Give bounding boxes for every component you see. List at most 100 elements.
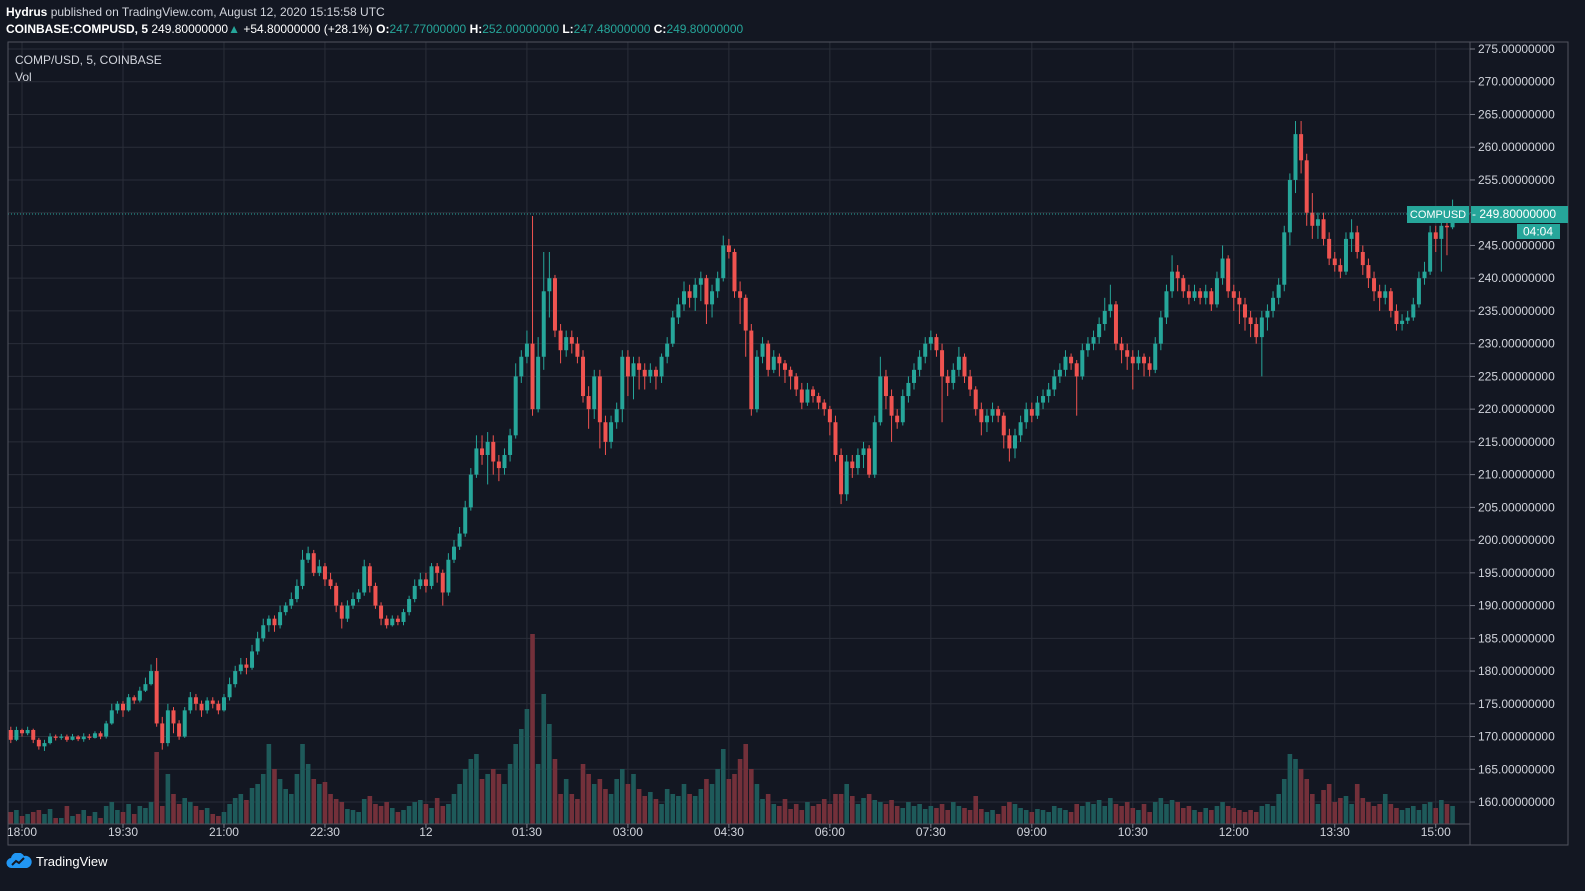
candle-up[interactable]	[474, 435, 479, 478]
candle-up[interactable]	[278, 605, 283, 629]
candle-up[interactable]	[109, 703, 114, 725]
candle-up[interactable]	[255, 631, 260, 655]
candle-up[interactable]	[1203, 284, 1208, 305]
candle-down[interactable]	[749, 324, 754, 416]
candle-down[interactable]	[1069, 353, 1074, 370]
candle-down[interactable]	[440, 569, 445, 606]
candle-up[interactable]	[670, 310, 675, 347]
candle-down[interactable]	[839, 448, 844, 505]
candle-up[interactable]	[754, 350, 759, 413]
candle-up[interactable]	[149, 664, 154, 686]
candle-down[interactable]	[1388, 288, 1393, 318]
candle-up[interactable]	[81, 733, 86, 742]
candle-down[interactable]	[1248, 310, 1253, 338]
candle-up[interactable]	[1287, 173, 1292, 246]
candle-up[interactable]	[289, 592, 294, 609]
candle-down[interactable]	[1175, 265, 1180, 292]
candle-up[interactable]	[771, 350, 776, 374]
candle-up[interactable]	[710, 284, 715, 318]
candle-up[interactable]	[221, 693, 226, 712]
candle-down[interactable]	[1254, 317, 1259, 344]
candle-up[interactable]	[1405, 310, 1410, 325]
candle-up[interactable]	[1315, 212, 1320, 239]
candle-down[interactable]	[171, 707, 176, 734]
candle-up[interactable]	[1063, 350, 1068, 377]
candle-down[interactable]	[558, 324, 563, 364]
candle-up[interactable]	[205, 697, 210, 714]
candle-up[interactable]	[390, 615, 395, 627]
candle-up[interactable]	[917, 350, 922, 377]
candle-down[interactable]	[833, 415, 838, 462]
candle-down[interactable]	[575, 337, 580, 364]
candle-up[interactable]	[1400, 314, 1405, 331]
candle-down[interactable]	[738, 281, 743, 325]
candle-up[interactable]	[362, 559, 367, 596]
candle-up[interactable]	[1411, 297, 1416, 321]
candle-up[interactable]	[519, 350, 524, 383]
candle-up[interactable]	[345, 600, 350, 622]
candle-up[interactable]	[1265, 304, 1270, 331]
candle-down[interactable]	[87, 733, 92, 740]
candle-down[interactable]	[322, 563, 327, 586]
candle-down[interactable]	[367, 563, 372, 593]
candle-down[interactable]	[216, 700, 221, 715]
candle-up[interactable]	[536, 337, 541, 413]
candle-up[interactable]	[1108, 284, 1113, 318]
candle-up[interactable]	[1085, 337, 1090, 357]
candle-down[interactable]	[1186, 284, 1191, 305]
candle-down[interactable]	[1001, 412, 1006, 449]
candle-up[interactable]	[238, 657, 243, 675]
candle-up[interactable]	[1024, 402, 1029, 429]
candle-down[interactable]	[379, 602, 384, 626]
candle-up[interactable]	[1349, 219, 1354, 252]
candle-up[interactable]	[1220, 245, 1225, 285]
candle-up[interactable]	[412, 579, 417, 603]
candle-down[interactable]	[653, 366, 658, 390]
candle-down[interactable]	[384, 615, 389, 629]
author-name[interactable]: Hydrus	[6, 5, 48, 19]
candle-down[interactable]	[1299, 121, 1304, 174]
candle-up[interactable]	[1158, 310, 1163, 351]
candle-down[interactable]	[328, 572, 333, 590]
candle-down[interactable]	[1198, 288, 1203, 305]
candle-up[interactable]	[1052, 369, 1057, 397]
candle-down[interactable]	[1074, 360, 1079, 416]
candle-up[interactable]	[693, 278, 698, 311]
candle-down[interactable]	[569, 330, 574, 354]
candle-down[interactable]	[491, 435, 496, 475]
candle-down[interactable]	[603, 415, 608, 455]
candle-down[interactable]	[973, 386, 978, 416]
candle-up[interactable]	[872, 415, 877, 478]
candle-down[interactable]	[121, 701, 125, 717]
candle-down[interactable]	[160, 716, 165, 750]
candle-up[interactable]	[446, 553, 451, 596]
candle-down[interactable]	[1007, 428, 1012, 462]
candle-down[interactable]	[1113, 301, 1118, 351]
candle-up[interactable]	[855, 448, 860, 475]
candle-down[interactable]	[31, 728, 36, 744]
candle-up[interactable]	[805, 382, 810, 406]
candle-up[interactable]	[1343, 232, 1348, 275]
candle-up[interactable]	[250, 644, 255, 670]
candle-up[interactable]	[1035, 396, 1040, 419]
candle-down[interactable]	[934, 333, 939, 357]
candle-up[interactable]	[457, 527, 462, 550]
candle-down[interactable]	[968, 369, 973, 397]
candle-up[interactable]	[463, 500, 468, 537]
candle-down[interactable]	[1226, 255, 1231, 298]
candle-up[interactable]	[1170, 255, 1175, 298]
chart-legend-title[interactable]: COMP/USD, 5, COINBASE	[15, 53, 162, 67]
candle-up[interactable]	[502, 448, 507, 475]
candle-up[interactable]	[14, 726, 19, 742]
candle-down[interactable]	[816, 392, 821, 410]
candle-up[interactable]	[659, 353, 664, 383]
candle-up[interactable]	[547, 251, 552, 318]
candle-down[interactable]	[244, 657, 249, 675]
candle-down[interactable]	[1433, 225, 1438, 252]
candle-down[interactable]	[1332, 251, 1337, 272]
candle-up[interactable]	[665, 337, 670, 364]
candle-up[interactable]	[1046, 382, 1051, 403]
candle-up[interactable]	[541, 251, 546, 370]
candle-down[interactable]	[210, 697, 215, 709]
candle-down[interactable]	[1231, 284, 1236, 311]
